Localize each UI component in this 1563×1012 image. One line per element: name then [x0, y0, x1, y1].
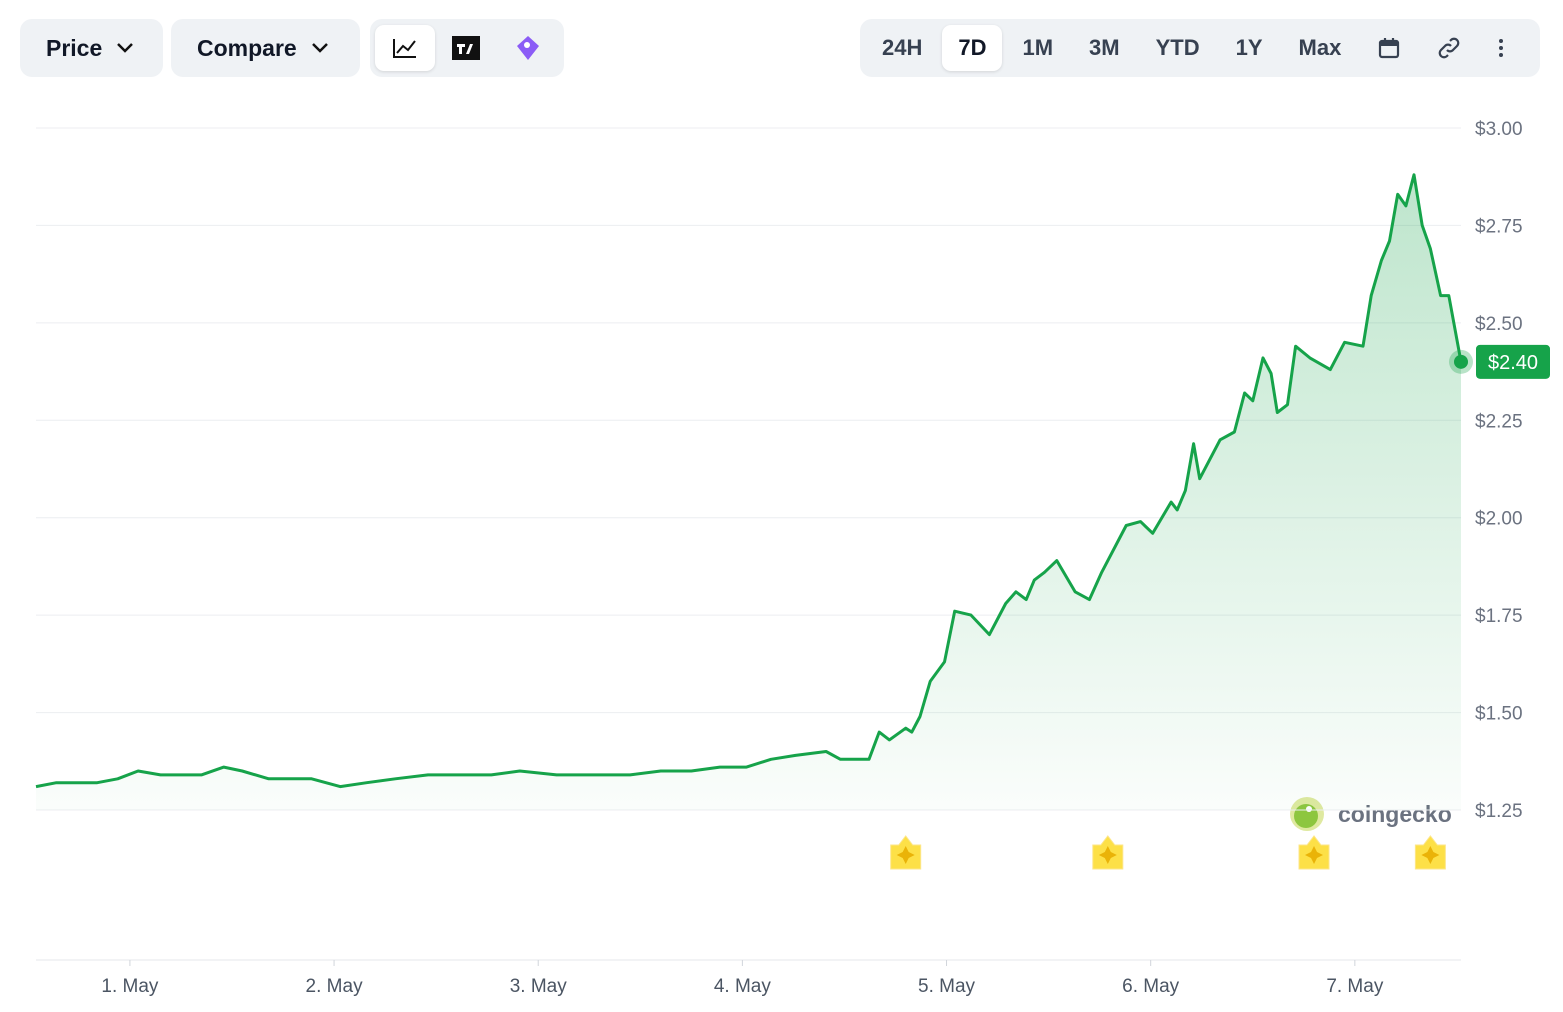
compare-dropdown[interactable]: Compare [171, 19, 360, 77]
event-marker [1298, 835, 1330, 870]
tradingview-button[interactable] [435, 25, 497, 71]
icon [452, 36, 480, 60]
x-tick-label: 2. May [306, 976, 364, 997]
chevron [311, 43, 328, 53]
price-badge-label: $2.40 [1488, 352, 1538, 374]
marker-bg [890, 835, 922, 870]
marker-star [1421, 846, 1440, 864]
y-tick-label: $2.25 [1475, 411, 1523, 432]
x-tick-label: 1. May [101, 976, 159, 997]
event-marker [890, 835, 922, 870]
marker-bg [1414, 835, 1446, 870]
logo [1290, 797, 1324, 831]
event-marker [1414, 835, 1446, 870]
x-tick-label: 7. May [1326, 976, 1384, 997]
calendar-button[interactable] [1361, 25, 1417, 71]
x-tick-label: 5. May [918, 976, 976, 997]
range-button[interactable]: 24H [882, 35, 923, 60]
icon [1379, 38, 1400, 59]
range-button[interactable]: 1M [1022, 35, 1054, 60]
ai-button[interactable] [497, 25, 559, 71]
more-button[interactable] [1481, 25, 1521, 71]
chart-type-group [370, 19, 564, 77]
price-badge [1476, 344, 1550, 379]
x-tick-label: 6. May [1122, 976, 1180, 997]
y-tick-label: $3.00 [1475, 119, 1523, 140]
icon [1439, 37, 1460, 59]
current-dot [1454, 354, 1468, 369]
price-dropdown[interactable]: Price [20, 19, 163, 77]
link-button[interactable] [1421, 25, 1477, 71]
y-tick-label: $1.25 [1475, 801, 1523, 822]
label: Price [46, 34, 103, 61]
range-button[interactable]: Max [1298, 35, 1342, 60]
range-button[interactable]: 1Y [1235, 35, 1263, 60]
range-group: 24H 7D 1M 3M YTD 1Y Max [860, 19, 1540, 77]
x-tick-label: 4. May [714, 976, 772, 997]
line-chart-button[interactable] [375, 25, 435, 71]
event-marker [1092, 835, 1124, 870]
current-dot-halo [1449, 349, 1473, 374]
range-button[interactable]: 3M [1089, 35, 1120, 60]
icon [517, 36, 539, 60]
chevron [117, 43, 134, 53]
label: Compare [197, 34, 297, 61]
marker-star [1098, 846, 1117, 864]
marker-bg [1298, 835, 1330, 870]
price-line [35, 173, 1463, 789]
y-tick-label: $2.75 [1475, 216, 1523, 237]
y-tick-label: $2.50 [1475, 314, 1523, 335]
y-tick-label: $1.75 [1475, 606, 1523, 627]
price-area [36, 174, 1461, 811]
marker-star [1305, 846, 1324, 864]
y-tick-label: $1.50 [1475, 704, 1523, 725]
marker-star [896, 846, 915, 864]
marker-bg [1092, 835, 1124, 870]
icon [1499, 39, 1504, 57]
icon [393, 39, 416, 58]
x-tick-label: 3. May [510, 976, 568, 997]
watermark: coingecko [1338, 801, 1452, 827]
range-button[interactable]: YTD [1155, 35, 1200, 60]
y-tick-label: $2.00 [1475, 509, 1523, 530]
range-button[interactable]: 7D [942, 25, 1003, 71]
